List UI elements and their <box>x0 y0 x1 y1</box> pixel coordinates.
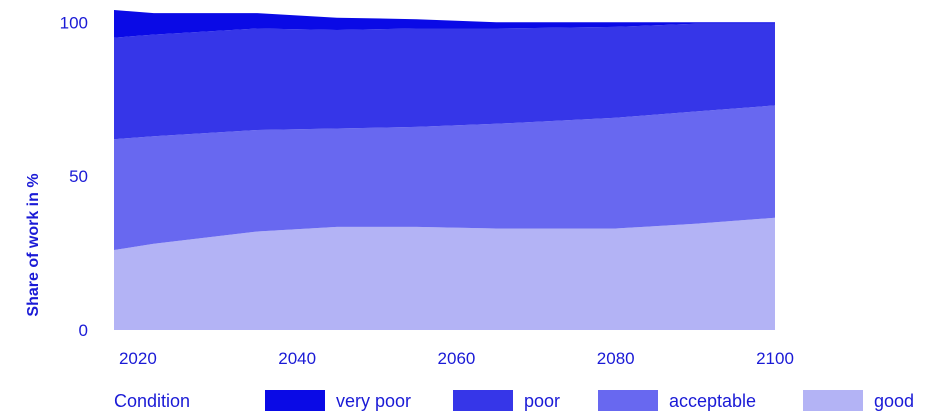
area-acceptable <box>114 105 775 251</box>
legend-label-very-poor: very poor <box>336 391 411 411</box>
y-axis-label: Share of work in % <box>25 173 42 316</box>
legend-label-poor: poor <box>524 391 560 411</box>
y-tick-label: 100 <box>60 13 88 32</box>
x-tick-label: 2060 <box>438 349 476 368</box>
legend-label-acceptable: acceptable <box>669 391 756 411</box>
area-good <box>114 217 775 330</box>
area-very-poor <box>114 10 775 38</box>
area-poor <box>114 23 775 140</box>
legend-title: Condition <box>114 391 190 411</box>
x-tick-label: 2100 <box>756 349 794 368</box>
legend-swatch-acceptable <box>598 390 658 411</box>
legend-swatch-very-poor <box>265 390 325 411</box>
legend-swatch-poor <box>453 390 513 411</box>
areas-group <box>114 10 775 330</box>
x-axis-ticks: 2020 2040 2060 2080 2100 <box>119 349 794 368</box>
x-tick-label: 2020 <box>119 349 157 368</box>
x-tick-label: 2080 <box>597 349 635 368</box>
y-axis-ticks: 0 50 100 <box>60 13 88 340</box>
y-tick-label: 0 <box>79 321 88 340</box>
legend-swatch-good <box>803 390 863 411</box>
y-tick-label: 50 <box>69 167 88 186</box>
x-tick-label: 2040 <box>278 349 316 368</box>
legend: Condition very poor poor acceptable good <box>114 390 914 411</box>
legend-label-good: good <box>874 391 914 411</box>
